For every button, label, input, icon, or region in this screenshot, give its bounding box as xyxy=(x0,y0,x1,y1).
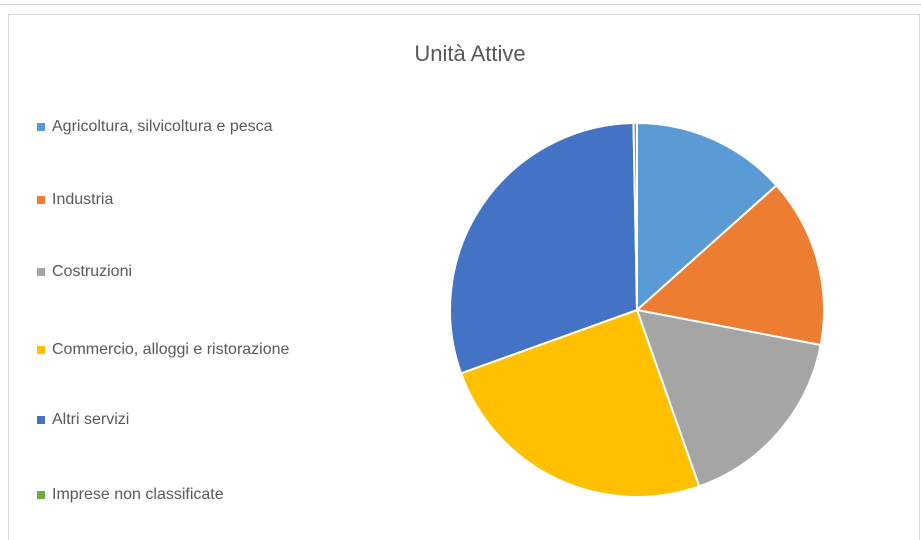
legend-swatch xyxy=(37,491,45,499)
legend-label: Altri servizi xyxy=(52,411,129,428)
chart-title: Unità Attive xyxy=(414,41,525,66)
legend-label: Commercio, alloggi e ristorazione xyxy=(52,341,290,358)
legend-label: Agricoltura, silvicoltura e pesca xyxy=(52,118,273,135)
legend-swatch xyxy=(37,416,45,424)
pie-slice xyxy=(635,308,822,488)
legend-swatch xyxy=(37,346,45,354)
legend-label: Imprese non classificate xyxy=(52,486,224,503)
pie-slice xyxy=(636,121,778,313)
legend-swatch xyxy=(37,123,45,131)
pie-slice xyxy=(449,122,639,375)
pie-slice xyxy=(634,184,825,347)
legend-label: Industria xyxy=(52,191,113,208)
pie-slice xyxy=(632,121,638,311)
legend-label: Costruzioni xyxy=(52,263,132,280)
pie-slice xyxy=(459,308,701,498)
legend-swatch xyxy=(37,268,45,276)
legend-swatch xyxy=(37,196,45,204)
